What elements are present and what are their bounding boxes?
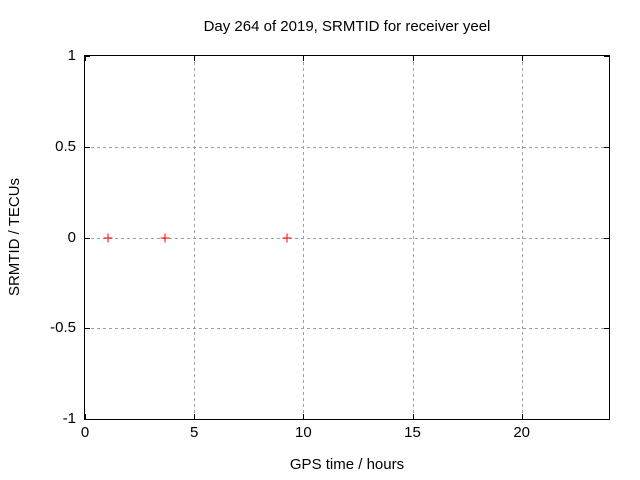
plot-area	[84, 55, 610, 420]
y-tick-mark-right	[604, 237, 609, 239]
y-tick-label: 0	[67, 228, 76, 246]
horizontal-gridline	[85, 237, 609, 239]
x-tick-label: 5	[189, 424, 199, 441]
plus-marker-vertical-bar	[107, 233, 109, 242]
y-tick-mark-right	[604, 419, 609, 420]
data-point-marker	[160, 233, 170, 242]
plus-marker-vertical-bar	[286, 233, 288, 242]
horizontal-gridline	[85, 328, 609, 330]
y-tick-mark-left	[85, 419, 90, 420]
x-tick-label: 10	[294, 424, 312, 441]
x-axis-label: GPS time / hours	[289, 456, 405, 473]
x-tick-label: 0	[80, 424, 90, 441]
x-tick-mark-top	[303, 56, 305, 61]
y-tick-mark-left	[85, 146, 90, 148]
x-tick-mark-bottom	[85, 414, 86, 419]
y-tick-label: -1	[62, 410, 76, 427]
data-point-marker	[103, 233, 113, 242]
x-tick-mark-bottom	[194, 414, 196, 419]
x-tick-mark-bottom	[303, 414, 305, 419]
y-tick-mark-right	[604, 328, 609, 330]
y-tick-mark-left	[85, 237, 90, 239]
y-tick-mark-left	[85, 56, 90, 57]
x-tick-label: 15	[404, 424, 421, 441]
y-tick-mark-right	[604, 146, 609, 148]
x-tick-label: 20	[513, 424, 530, 441]
y-tick-mark-right	[604, 56, 609, 57]
plus-marker-vertical-bar	[164, 233, 166, 242]
data-point-marker	[282, 233, 292, 242]
y-tick-mark-left	[85, 328, 90, 330]
x-tick-mark-top	[194, 56, 196, 61]
x-tick-mark-top	[85, 56, 86, 61]
y-tick-label: 1	[67, 47, 76, 64]
x-tick-mark-top	[521, 56, 523, 61]
chart-title: Day 264 of 2019, SRMTID for receiver yee…	[203, 18, 491, 35]
x-tick-mark-bottom	[412, 414, 414, 419]
x-tick-mark-top	[412, 56, 414, 61]
y-tick-label: 0.5	[55, 137, 76, 155]
horizontal-gridline	[85, 146, 609, 148]
x-tick-mark-bottom	[521, 414, 523, 419]
y-tick-label: -0.5	[50, 319, 76, 337]
